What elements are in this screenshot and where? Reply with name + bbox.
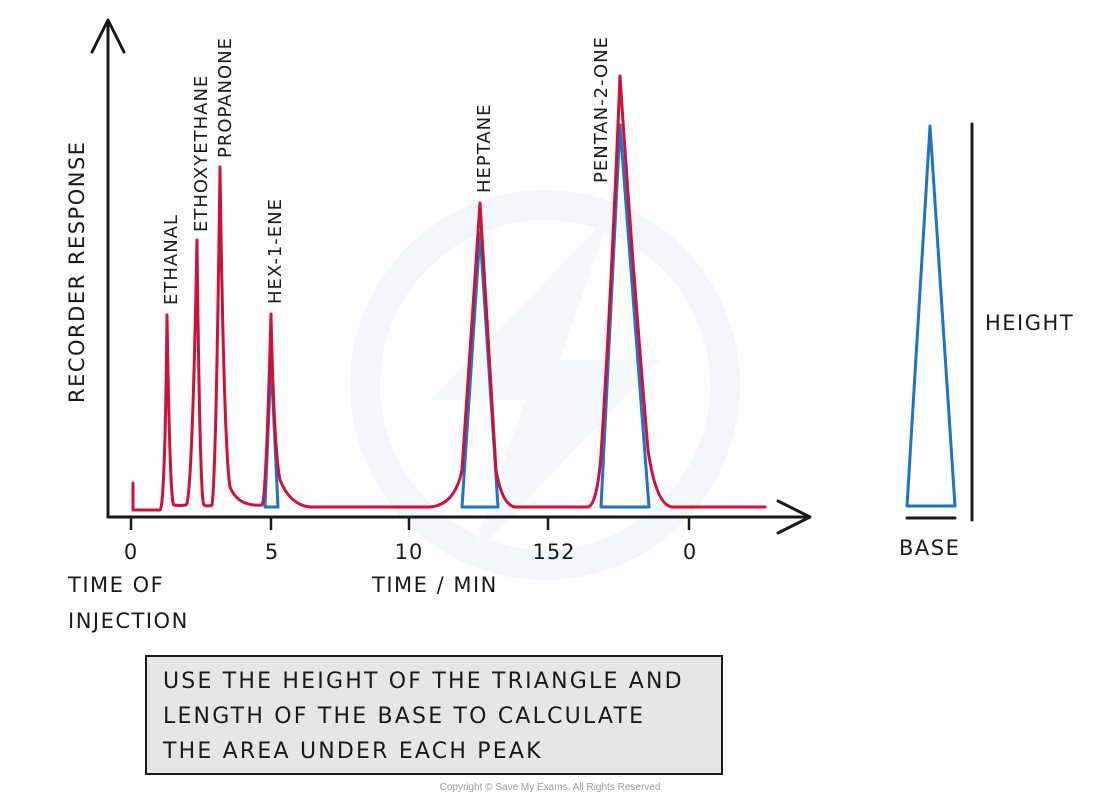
- x-tick-label: 152: [532, 540, 575, 564]
- watermark-logo: [350, 190, 740, 580]
- x-tick-label: 5: [265, 540, 279, 564]
- caption-box: USE THE HEIGHT OF THE TRIANGLE AND LENGT…: [145, 655, 723, 775]
- axes: [90, 18, 812, 535]
- x-axis-label: TIME / MIN: [371, 573, 498, 597]
- peak-label: HEX-1-ENE: [265, 198, 286, 304]
- x-tick-labels: 0 5 10 152 0: [124, 540, 697, 564]
- origin-note-line-1: TIME OF: [67, 573, 164, 597]
- caption-line-1: USE THE HEIGHT OF THE TRIANGLE AND: [163, 669, 684, 694]
- chromatogram-trace: [131, 74, 767, 512]
- caption-line-3: THE AREA UNDER EACH PEAK: [162, 739, 543, 764]
- x-tick-label: 10: [395, 540, 424, 564]
- copyright-notice: Copyright © Save My Exams. All Rights Re…: [440, 782, 661, 793]
- peak-label: HEPTANE: [474, 103, 495, 193]
- peak-labels: ETHANAL ETHOXYETHANE PROPANONE HEX-1-ENE…: [161, 36, 612, 305]
- peak-label: PENTAN-2-ONE: [591, 36, 612, 183]
- y-axis-arrowhead: [90, 18, 126, 54]
- key-triangle: [905, 124, 957, 508]
- y-axis-label: RECORDER RESPONSE: [65, 140, 89, 403]
- origin-note-line-2: INJECTION: [68, 609, 189, 633]
- height-label: HEIGHT: [985, 311, 1074, 335]
- x-axis-arrowhead: [776, 499, 812, 535]
- peak-label: ETHANAL: [161, 214, 182, 305]
- triangle-key: HEIGHT BASE: [899, 122, 1074, 560]
- x-tick-label: 0: [124, 540, 138, 564]
- x-axis-ticks: [129, 517, 691, 530]
- base-label: BASE: [899, 536, 960, 560]
- x-tick-label: 0: [683, 540, 697, 564]
- peak-label: PROPANONE: [215, 37, 236, 158]
- caption-line-2: LENGTH OF THE BASE TO CALCULATE: [163, 704, 645, 729]
- peak-label: ETHOXYETHANE: [191, 75, 212, 232]
